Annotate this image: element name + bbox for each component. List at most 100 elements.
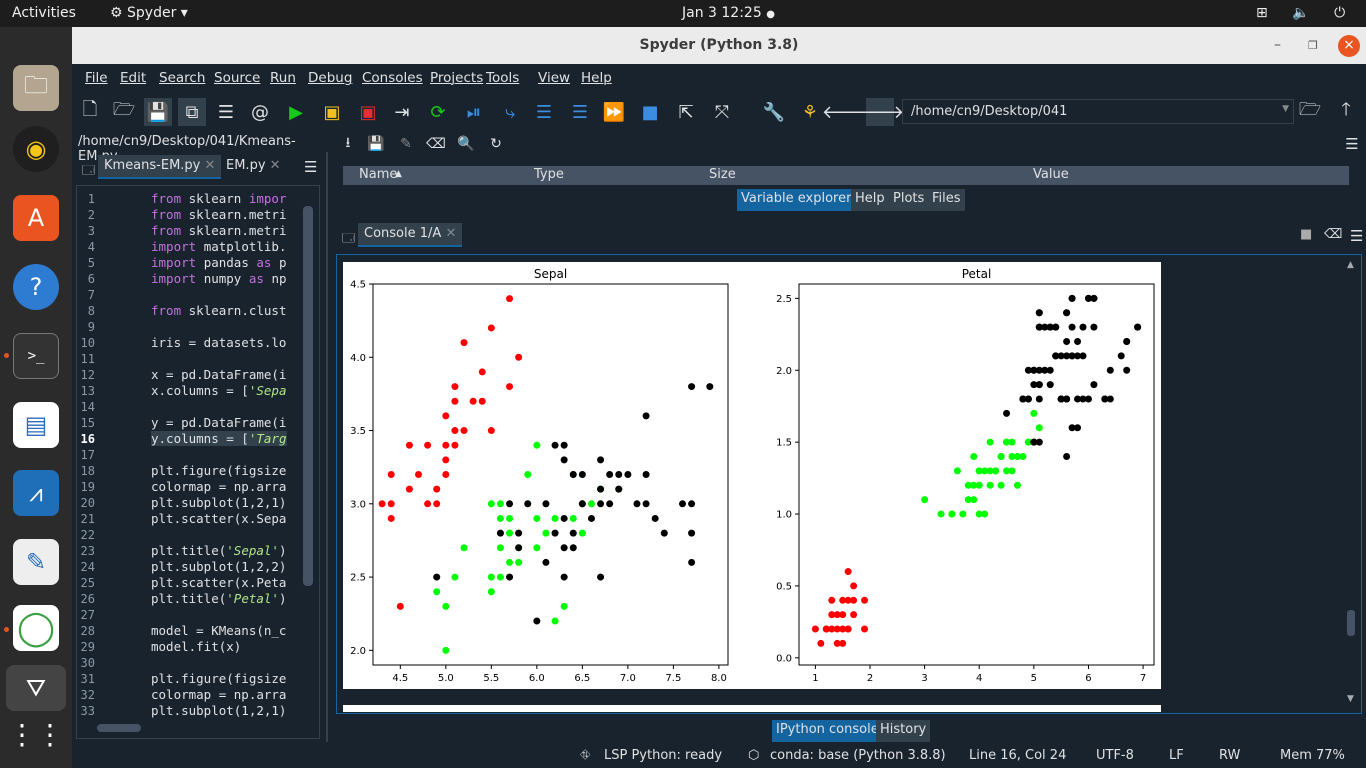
chevron-down-icon[interactable]: ▼: [1282, 104, 1289, 114]
rhythmbox-icon[interactable]: ◉: [13, 126, 59, 172]
minimize-icon[interactable]: –: [1274, 37, 1281, 53]
code-line[interactable]: plt.scatter(x.Sepa: [151, 511, 286, 526]
spyder-dock-icon[interactable]: ◯: [13, 605, 59, 651]
save-data-as-icon[interactable]: ✎: [400, 136, 412, 152]
menu-search[interactable]: Search: [159, 70, 206, 86]
code-line[interactable]: from sklearn.metri: [151, 207, 286, 222]
help-icon[interactable]: ?: [13, 264, 59, 310]
code-line[interactable]: model.fit(x): [151, 639, 241, 654]
tab-console[interactable]: Console 1/A ✕: [358, 223, 463, 247]
app-menu[interactable]: ⚙ Spyder ▾: [110, 5, 188, 21]
terminal-icon[interactable]: >_: [13, 333, 59, 379]
maximize-pane-icon[interactable]: ⇱: [678, 101, 694, 123]
scroll-down-icon[interactable]: ▼: [1347, 694, 1354, 704]
menu-help[interactable]: Help: [581, 70, 612, 86]
stop-kernel-icon[interactable]: ■: [1300, 227, 1313, 242]
code-line[interactable]: iris = datasets.lo: [151, 335, 286, 350]
options-menu-icon[interactable]: ☰: [1350, 227, 1364, 245]
menu-view[interactable]: View: [538, 70, 571, 86]
close-tab-icon[interactable]: ✕: [204, 158, 216, 173]
column-value[interactable]: Value: [1033, 167, 1069, 182]
refresh-icon[interactable]: ↻: [490, 136, 502, 152]
save-all-icon[interactable]: ⧉: [178, 98, 206, 126]
tab-variable-explorer[interactable]: Variable explorer: [737, 189, 856, 211]
system-tray-icons[interactable]: ⊞ 🔈 ⏻ ▾: [1256, 5, 1366, 21]
step-return-icon[interactable]: ☰: [571, 101, 589, 123]
step-icon[interactable]: ⤷: [504, 101, 516, 123]
save-icon[interactable]: 💾: [144, 98, 172, 126]
working-directory-input[interactable]: /home/cn9/Desktop/041 ▼: [902, 99, 1294, 124]
system-monitor-icon[interactable]: ⩘: [13, 470, 59, 516]
options-menu-icon[interactable]: ☰: [304, 158, 318, 176]
run-cell-icon[interactable]: ▣: [323, 101, 341, 123]
tab-help[interactable]: Help: [851, 189, 889, 211]
fullscreen-icon[interactable]: ⤧: [714, 101, 730, 123]
code-line[interactable]: plt.subplot(1,2,1): [151, 495, 286, 510]
new-file-icon[interactable]: 🗋: [82, 99, 98, 120]
code-line[interactable]: plt.subplot(1,2,2): [151, 559, 286, 574]
menu-tools[interactable]: Tools: [486, 70, 520, 86]
menu-source[interactable]: Source: [214, 70, 261, 86]
browse-tabs-icon[interactable]: 🗔: [82, 163, 96, 177]
activities-button[interactable]: Activities: [12, 5, 76, 21]
code-line[interactable]: from sklearn impor: [151, 191, 287, 206]
conda-env[interactable]: conda: base (Python 3.8.8): [770, 748, 946, 763]
code-line[interactable]: import pandas as p: [151, 255, 287, 270]
menu-run[interactable]: Run: [270, 70, 296, 86]
lsp-status[interactable]: LSP Python: ready: [604, 748, 723, 763]
preferences-icon[interactable]: 🔧: [762, 101, 786, 123]
code-line[interactable]: colormap = np.arra: [151, 479, 286, 494]
code-line[interactable]: colormap = np.arra: [151, 687, 286, 702]
code-line[interactable]: x.columns = ['Sepa: [151, 383, 286, 398]
close-icon[interactable]: ×: [1338, 35, 1360, 57]
column-size[interactable]: Size: [709, 167, 736, 182]
code-line[interactable]: plt.figure(figsize: [151, 671, 286, 686]
code-line[interactable]: y = pd.DataFrame(i: [151, 415, 286, 430]
rerun-icon[interactable]: ⟳: [430, 101, 446, 123]
code-editor[interactable]: 1 2 3 4 5 6 7 8 9 10 11 12 13 14 15 16 17 18 19 20 21 22 23 24 2…: [76, 185, 320, 739]
continue-icon[interactable]: ⏩: [602, 101, 626, 123]
code-line[interactable]: plt.figure(figsize: [151, 463, 286, 478]
search-icon[interactable]: 🔍: [457, 136, 475, 152]
files-icon[interactable]: 🗀: [13, 65, 59, 111]
tab-kmeans-em[interactable]: Kmeans-EM.py ✕: [98, 155, 222, 179]
run-icon[interactable]: ▶: [289, 101, 303, 123]
menu-debug[interactable]: Debug: [308, 70, 353, 86]
scroll-up-icon[interactable]: ▲: [1347, 260, 1354, 270]
run-cell-advance-icon[interactable]: ▣: [359, 101, 377, 123]
step-into-icon[interactable]: ☰: [535, 101, 553, 123]
console-scrollbar[interactable]: ▲ ▼: [1346, 258, 1358, 708]
software-icon[interactable]: A: [13, 195, 59, 241]
code-area[interactable]: from sklearn impor from sklearn.metri from…: [151, 186, 287, 726]
tab-ipython-console[interactable]: IPython console: [772, 720, 883, 742]
editor-horizontal-scrollbar[interactable]: [97, 724, 141, 732]
splitter[interactable]: [326, 152, 328, 742]
maximize-icon[interactable]: ❐: [1308, 39, 1318, 52]
column-type[interactable]: Type: [534, 167, 564, 182]
code-line[interactable]: plt.scatter(x.Peta: [151, 575, 286, 590]
tab-history[interactable]: History: [876, 720, 931, 742]
open-file-icon[interactable]: 🗁: [112, 99, 136, 120]
code-line[interactable]: plt.subplot(1,2,1): [151, 703, 286, 718]
writer-icon[interactable]: ▤: [13, 402, 59, 448]
back-icon[interactable]: 🡐: [821, 101, 871, 123]
editor-vertical-scrollbar[interactable]: [303, 206, 313, 586]
options-menu-icon[interactable]: ☰: [1345, 135, 1359, 153]
code-line[interactable]: x = pd.DataFrame(i: [151, 367, 286, 382]
menu-projects[interactable]: Projects: [430, 70, 484, 86]
clear-console-icon[interactable]: ⌫: [1324, 227, 1343, 242]
clock[interactable]: Jan 3 12:25 ●: [682, 5, 775, 21]
debug-icon[interactable]: ⏯: [466, 101, 482, 123]
tab-plots[interactable]: Plots: [889, 189, 929, 211]
scroll-thumb[interactable]: [1347, 610, 1355, 636]
text-editor-icon[interactable]: ✎: [13, 539, 59, 585]
browse-tabs-icon[interactable]: 🗔: [342, 231, 356, 245]
code-line[interactable]: from sklearn.clust: [151, 303, 286, 318]
forward-icon[interactable]: 🡒: [856, 98, 904, 126]
code-line[interactable]: model = KMeans(n_c: [151, 623, 286, 638]
run-selection-icon[interactable]: ⇥: [394, 101, 410, 123]
python-path-icon[interactable]: ⚘: [801, 101, 819, 123]
stop-debug-icon[interactable]: ■: [641, 101, 659, 123]
eraser-icon[interactable]: ⌫: [426, 136, 446, 152]
tab-em[interactable]: EM.py ✕: [220, 155, 287, 179]
